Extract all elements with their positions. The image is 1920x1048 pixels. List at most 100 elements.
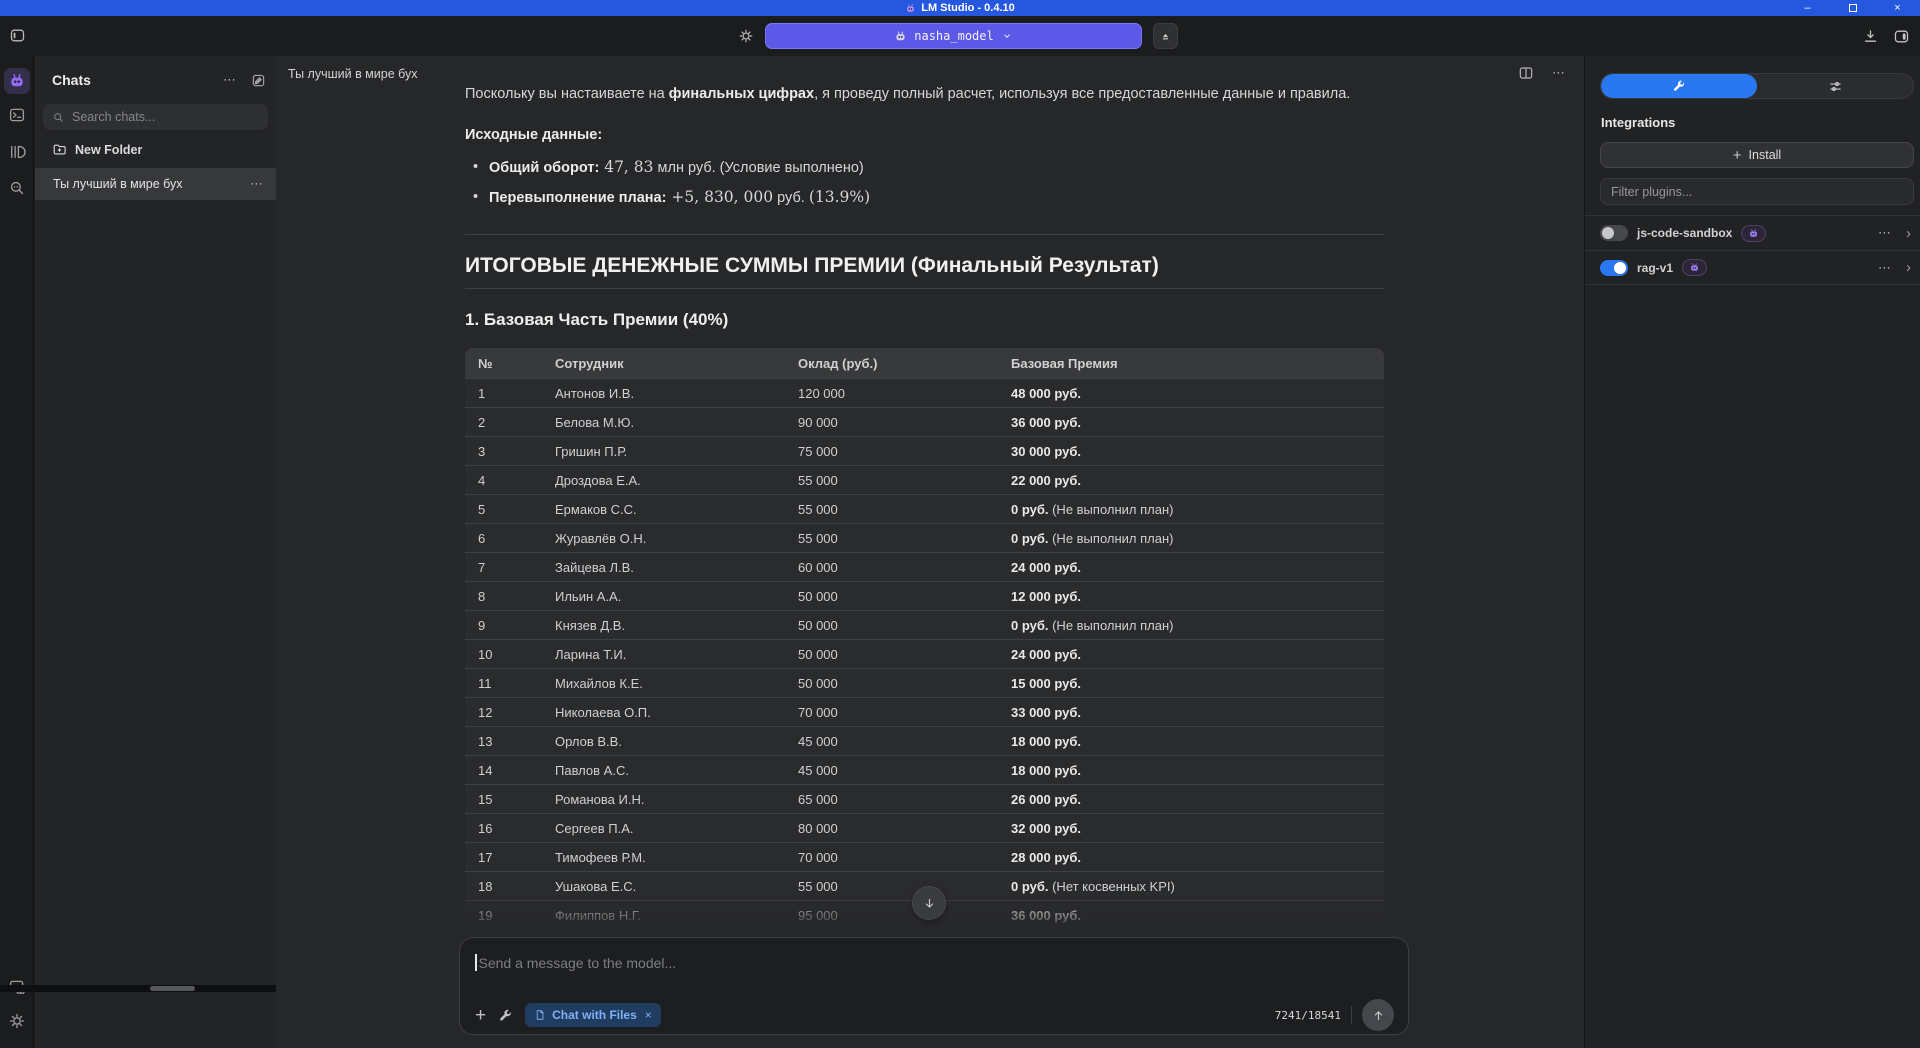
rail-developer-tab[interactable]: [4, 102, 30, 128]
scrollbar-thumb[interactable]: [150, 986, 195, 991]
plugin-menu-icon[interactable]: ⋯: [1878, 259, 1892, 275]
table-row: 11 Михайлов К.Е. 50 000 15 000 руб.: [465, 668, 1384, 697]
search-chats-input[interactable]: Search chats...: [43, 104, 268, 130]
rail-discover-tab[interactable]: [4, 175, 30, 201]
message-composer[interactable]: Send a message to the model... + Chat wi…: [459, 937, 1409, 1035]
model-selector[interactable]: nasha_model: [765, 23, 1142, 49]
table-row: 5 Ермаков С.С. 55 000 0 руб. (Не выполни…: [465, 494, 1384, 523]
integrations-heading: Integrations: [1601, 115, 1676, 130]
new-chat-icon[interactable]: [251, 73, 266, 88]
results-heading: ИТОГОВЫЕ ДЕНЕЖНЫЕ СУММЫ ПРЕМИИ (Финальны…: [465, 254, 1159, 277]
badge-close-icon[interactable]: ×: [644, 1008, 652, 1022]
model-name: nasha_model: [914, 29, 994, 43]
chevron-down-icon: [1004, 34, 1010, 38]
chevron-right-icon[interactable]: ›: [1906, 259, 1911, 276]
table-row: 16 Сергеев П.А. 80 000 32 000 руб.: [465, 813, 1384, 842]
arrow-down-icon: [925, 898, 933, 908]
table-row: 8 Ильин А.А. 50 000 12 000 руб.: [465, 581, 1384, 610]
table-row: 14 Павлов А.С. 45 000 18 000 руб.: [465, 755, 1384, 784]
new-folder-button[interactable]: New Folder: [52, 142, 142, 157]
eject-icon: [1162, 33, 1169, 39]
plus-icon: +: [1732, 146, 1742, 164]
bonus-table: № Сотрудник Оклад (руб.) Базовая Премия …: [465, 348, 1384, 929]
base-bonus-heading: 1. Базовая Часть Премии (40%): [465, 310, 729, 329]
chat-with-files-badge[interactable]: Chat with Files ×: [525, 1003, 661, 1027]
plugin-name: js-code-sandbox: [1637, 226, 1733, 240]
toggle-sidebar-icon[interactable]: [9, 27, 26, 44]
split-view-icon[interactable]: [1518, 65, 1534, 81]
rail-settings-gear-icon[interactable]: [4, 1008, 30, 1034]
divider: [465, 288, 1384, 289]
chat-options-icon[interactable]: ⋯: [1552, 65, 1566, 80]
plugin-bot-badge-icon: [1741, 224, 1767, 242]
rail-my-models-tab[interactable]: [4, 139, 30, 165]
plugin-toggle[interactable]: [1600, 259, 1628, 276]
table-row: 17 Тимофеев Р.М. 70 000 28 000 руб.: [465, 842, 1384, 871]
composer-placeholder: Send a message to the model...: [478, 954, 677, 971]
chats-sidebar: Chats ⋯ Search chats... New Folder Ты лу…: [35, 56, 276, 1048]
window-titlebar: LM Studio - 0.4.10 – ×: [0, 0, 1920, 16]
search-icon: [54, 112, 63, 122]
scroll-to-bottom-button[interactable]: [912, 886, 946, 920]
plugin-menu-icon[interactable]: ⋯: [1878, 225, 1892, 240]
divider: [1351, 1006, 1352, 1024]
list-item: Общий оборот: 47, 83 млн руб. (Условие в…: [465, 157, 1384, 178]
install-plugin-button[interactable]: + Install: [1600, 142, 1914, 168]
attach-plus-icon[interactable]: +: [475, 1004, 487, 1026]
table-row: 2 Белова М.Ю. 90 000 36 000 руб.: [465, 407, 1384, 436]
tab-tools[interactable]: [1601, 74, 1757, 98]
col-header-employee: Сотрудник: [555, 355, 624, 371]
bonus-table-body: 1 Антонов И.В. 120 000 48 000 руб. 2 Бел…: [465, 378, 1384, 929]
table-row: 6 Журавлёв О.Н. 55 000 0 руб. (Не выполн…: [465, 523, 1384, 552]
downloads-icon[interactable]: [1862, 28, 1879, 45]
window-title: LM Studio - 0.4.10: [905, 2, 1015, 14]
table-row: 10 Ларина Т.И. 50 000 24 000 руб.: [465, 639, 1384, 668]
plugin-row[interactable]: js-code-sandbox ⋯ ›: [1585, 215, 1920, 250]
chat-item-menu-icon[interactable]: ⋯: [250, 176, 264, 191]
model-settings-gear-icon[interactable]: [738, 28, 754, 44]
toggle-right-panel-icon[interactable]: [1893, 28, 1910, 45]
col-header-salary: Оклад (руб.): [798, 355, 878, 371]
table-row: 1 Антонов И.В. 120 000 48 000 руб.: [465, 378, 1384, 407]
lm-studio-logo-icon: [906, 3, 915, 12]
chat-list-item-selected[interactable]: Ты лучший в мире бух ⋯: [35, 168, 276, 200]
panel-mode-switcher: [1600, 73, 1914, 99]
plugin-bot-badge-icon: [1682, 259, 1708, 276]
plugin-row[interactable]: rag-v1 ⋯ ›: [1585, 250, 1920, 285]
tools-wrench-icon[interactable]: [498, 1008, 513, 1023]
rail-chat-tab[interactable]: [4, 68, 30, 94]
table-row: 13 Орлов В.В. 45 000 18 000 руб.: [465, 726, 1384, 755]
plugin-list: js-code-sandbox ⋯ › rag-v1 ⋯ ›: [1585, 215, 1920, 285]
minimize-button[interactable]: –: [1804, 2, 1811, 14]
message-intro: Поскольку вы настаиваете на финальных ци…: [465, 86, 1351, 102]
horizontal-scrollbar[interactable]: [0, 985, 276, 992]
close-button[interactable]: ×: [1894, 2, 1901, 14]
eject-model-button[interactable]: [1153, 23, 1178, 49]
send-button[interactable]: [1362, 999, 1394, 1031]
model-bot-icon: [896, 30, 906, 41]
table-row: 15 Романова И.Н. 65 000 26 000 руб.: [465, 784, 1384, 813]
tab-settings[interactable]: [1757, 74, 1913, 98]
right-panel: Integrations + Install Filter plugins...…: [1584, 56, 1920, 1048]
divider: [465, 234, 1384, 235]
col-header-bonus: Базовая Премия: [1011, 355, 1118, 371]
sliders-icon: [1829, 81, 1841, 91]
chats-menu-icon[interactable]: ⋯: [223, 72, 237, 87]
maximize-button[interactable]: [1830, 0, 1875, 16]
chevron-right-icon[interactable]: ›: [1906, 224, 1911, 242]
table-header-row: № Сотрудник Оклад (руб.) Базовая Премия: [465, 348, 1384, 378]
document-icon: [536, 1010, 544, 1020]
folder-plus-icon: [53, 144, 66, 155]
assistant-message: Поскольку вы настаиваете на финальных ци…: [465, 86, 1384, 929]
top-toolbar: nasha_model: [0, 16, 1920, 56]
filter-plugins-input[interactable]: Filter plugins...: [1600, 178, 1914, 205]
data-heading: Исходные данные:: [465, 127, 603, 143]
plugin-toggle[interactable]: [1600, 225, 1628, 241]
source-data-list: Общий оборот: 47, 83 млн руб. (Условие в…: [465, 157, 1384, 208]
table-row: 7 Зайцева Л.В. 60 000 24 000 руб.: [465, 552, 1384, 581]
chat-main-area: Ты лучший в мире бух ⋯ Поскольку вы наст…: [276, 56, 1584, 1048]
list-item: Перевыполнение плана: +5, 830, 000 руб. …: [465, 187, 1384, 208]
app-rail: [0, 56, 34, 1048]
plugin-name: rag-v1: [1637, 260, 1674, 275]
